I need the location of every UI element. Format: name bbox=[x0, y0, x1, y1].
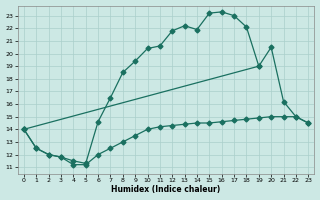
X-axis label: Humidex (Indice chaleur): Humidex (Indice chaleur) bbox=[111, 185, 221, 194]
